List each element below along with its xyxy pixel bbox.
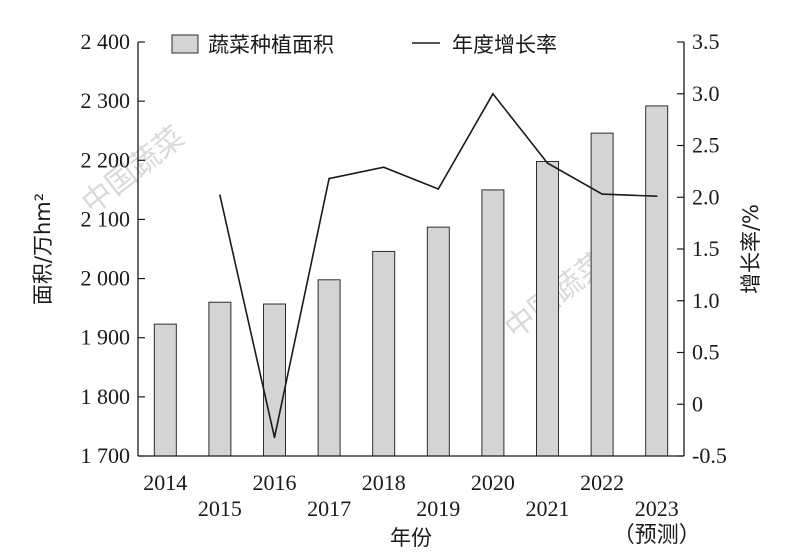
- x-tick-note-2023: （预测）: [613, 522, 701, 547]
- x-tick-label-2014: 2014: [143, 470, 187, 495]
- bar-2022: [590, 132, 614, 457]
- y2-tick-label: 1.0: [692, 288, 720, 313]
- bar-2015: [208, 301, 232, 457]
- x-tick-label-2020: 2020: [471, 470, 515, 495]
- x-tick-label-2021: 2021: [526, 496, 570, 521]
- legend-bar-label: 蔬菜种植面积: [208, 33, 334, 57]
- x-axis-title: 年份: [390, 526, 432, 550]
- growth-point-2015: [219, 194, 221, 196]
- y-tick-label: 2 100: [81, 206, 131, 231]
- x-tick-label-2018: 2018: [362, 470, 406, 495]
- legend-line-label: 年度增长率: [452, 33, 557, 57]
- bar-2021: [536, 161, 559, 457]
- y2-tick-label: 2.0: [692, 184, 720, 209]
- watermark-group: 中国蔬菜 中国蔬菜: [75, 120, 614, 346]
- growth-point-2021: [546, 162, 549, 164]
- bar-2018: [372, 250, 396, 457]
- growth-point-2023: [655, 195, 658, 197]
- y-tick-label: 2 300: [81, 88, 131, 113]
- bar-2019: [426, 226, 450, 457]
- growth-point-2019: [437, 188, 440, 190]
- growth-line-series: [219, 92, 658, 439]
- y-tick-label: 1 700: [81, 443, 131, 468]
- bar-2020: [481, 189, 505, 457]
- y-tick-label: 2 200: [81, 147, 131, 172]
- growth-point-2018: [382, 166, 385, 168]
- bar-2016: [263, 303, 286, 457]
- x-axis-ticks: 2014 2015 2016 2017 2018 2019 2020 2021 2022 2023…: [143, 470, 700, 547]
- x-tick-label-2015: 2015: [198, 496, 242, 521]
- bar-2023: [645, 105, 669, 457]
- y-tick-label: 1 900: [81, 325, 131, 350]
- x-tick-label-2023: 2023: [635, 496, 679, 521]
- bar-series-area: [153, 105, 669, 457]
- legend-bar-swatch: [171, 34, 199, 54]
- x-tick-label-2016: 2016: [253, 470, 297, 495]
- right-axis-ticks: -0.5 0 0.5 1.0 1.5 2.0 2.5 3.0 3.5: [677, 29, 727, 468]
- y2-axis-title: 增长率/%: [739, 204, 763, 294]
- y-tick-label: 1 800: [81, 384, 131, 409]
- y2-tick-label: 1.5: [692, 236, 720, 261]
- growth-point-2022: [601, 193, 603, 195]
- bar-2014: [153, 323, 177, 457]
- y2-tick-label: 0: [692, 391, 703, 416]
- x-tick-label-2022: 2022: [580, 470, 624, 495]
- growth-point-2020: [492, 93, 494, 95]
- legend: 蔬菜种植面积 年度增长率: [171, 33, 557, 57]
- y2-tick-label: 3.5: [692, 29, 720, 54]
- bar-2017: [317, 279, 341, 457]
- y2-tick-label: -0.5: [692, 443, 727, 468]
- y2-tick-label: 2.5: [692, 133, 720, 158]
- y2-tick-label: 3.0: [692, 81, 720, 106]
- x-tick-label-2019: 2019: [416, 496, 460, 521]
- y-tick-label: 2 000: [81, 266, 131, 291]
- growth-point-2017: [328, 177, 330, 180]
- x-tick-label-2017: 2017: [307, 496, 351, 521]
- growth-point-2016: [273, 436, 276, 439]
- y-axis-title: 面积/万hm²: [31, 193, 55, 305]
- left-axis-ticks: 1 700 1 800 1 900 2 000 2 100 2 200 2 300 2 400: [81, 29, 145, 468]
- y2-tick-label: 0.5: [692, 340, 720, 365]
- y-tick-label: 2 400: [81, 29, 131, 54]
